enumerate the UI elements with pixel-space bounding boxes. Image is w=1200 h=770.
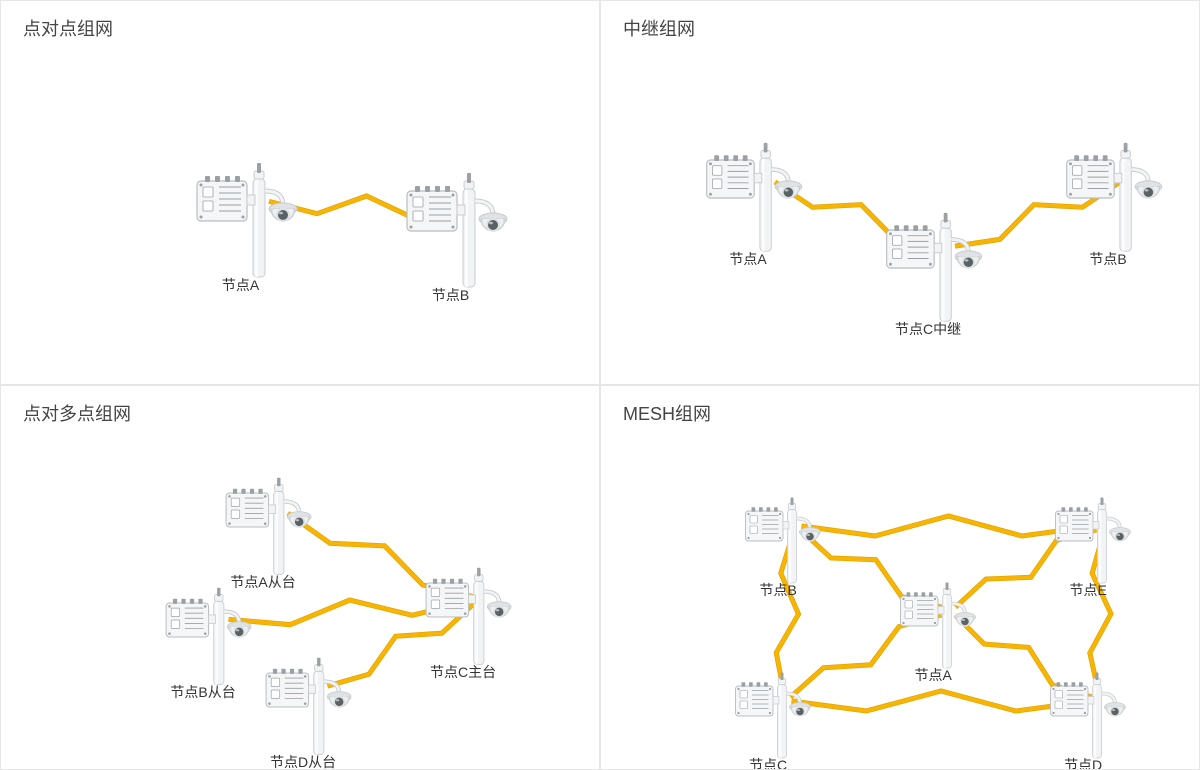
node-label: 节点A xyxy=(914,665,951,685)
node-label: 节点B xyxy=(1089,249,1126,269)
panel-p2mp: 点对多点组网 xyxy=(0,385,600,770)
device-icon xyxy=(421,566,515,668)
network-node xyxy=(261,656,355,763)
node-label: 节点D从台 xyxy=(270,752,336,770)
node-label: 节点B xyxy=(759,580,796,600)
network-node xyxy=(421,566,515,673)
network-node xyxy=(161,586,255,693)
panel-title: 点对点组网 xyxy=(23,15,113,41)
node-label: 节点B从台 xyxy=(170,682,235,702)
panel-title: MESH组网 xyxy=(623,400,711,426)
network-node xyxy=(741,496,824,591)
device-icon xyxy=(221,476,315,578)
device-icon xyxy=(161,586,255,688)
network-node xyxy=(881,211,986,330)
network-node xyxy=(1046,671,1129,766)
device-icon xyxy=(741,496,824,586)
node-label: 节点A xyxy=(222,275,259,295)
node-label: 节点C主台 xyxy=(430,662,496,682)
device-icon xyxy=(261,656,355,758)
network-node xyxy=(1061,141,1166,260)
panel-title: 中继组网 xyxy=(623,15,695,41)
panel-title: 点对多点组网 xyxy=(23,400,131,426)
device-icon xyxy=(1046,671,1129,761)
network-node xyxy=(191,161,301,286)
device-icon xyxy=(881,211,986,325)
node-label: 节点B xyxy=(432,285,469,305)
node-label: 节点D xyxy=(1064,755,1102,770)
panel-p2p: 点对点组网 xyxy=(0,0,600,385)
network-node xyxy=(896,581,979,676)
device-icon xyxy=(731,671,814,761)
node-label: 节点C中继 xyxy=(895,319,961,339)
node-label: 节点C xyxy=(749,755,787,770)
device-icon xyxy=(401,171,511,291)
panel-mesh: MESH组网 xyxy=(600,385,1200,770)
network-node xyxy=(1051,496,1134,591)
device-icon xyxy=(1061,141,1166,255)
device-icon xyxy=(191,161,301,281)
network-node xyxy=(401,171,511,296)
network-node xyxy=(731,671,814,766)
panel-relay: 中继组网 xyxy=(600,0,1200,385)
network-node xyxy=(701,141,806,260)
diagram-grid: 点对点组网 xyxy=(0,0,1200,770)
network-node xyxy=(221,476,315,583)
node-label: 节点E xyxy=(1069,580,1106,600)
node-label: 节点A xyxy=(729,249,766,269)
device-icon xyxy=(1051,496,1134,586)
device-icon xyxy=(701,141,806,255)
device-icon xyxy=(896,581,979,671)
